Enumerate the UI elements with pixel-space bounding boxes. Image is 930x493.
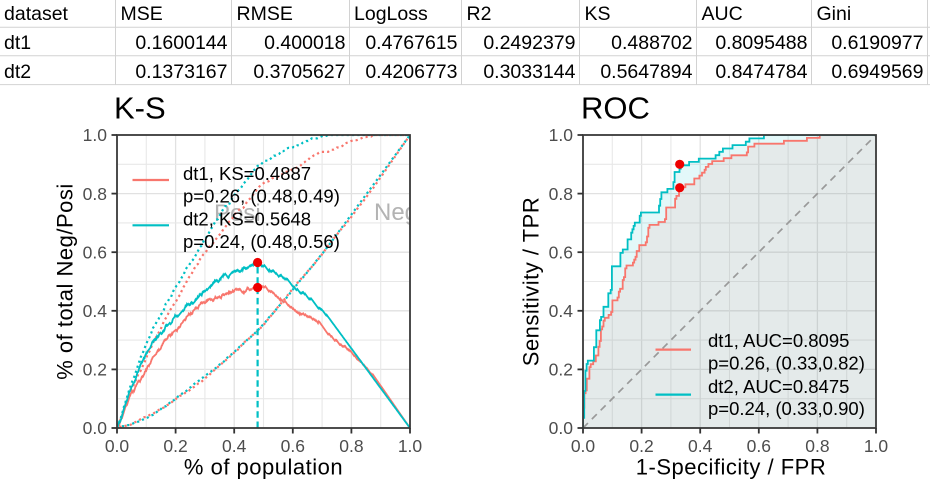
svg-text:1.0: 1.0 [549, 125, 574, 145]
svg-text:AUC: AUC [702, 3, 743, 25]
svg-text:0.4: 0.4 [83, 301, 108, 321]
svg-text:dt2, KS=0.5648: dt2, KS=0.5648 [183, 209, 311, 230]
svg-text:dt2: dt2 [4, 61, 31, 83]
svg-text:0.1373167: 0.1373167 [135, 61, 227, 83]
svg-text:0.8: 0.8 [549, 184, 573, 204]
svg-text:0.6: 0.6 [281, 436, 305, 456]
svg-text:1.0: 1.0 [83, 125, 108, 145]
svg-text:0.8095488: 0.8095488 [715, 32, 807, 54]
svg-text:0.488702: 0.488702 [611, 32, 692, 54]
svg-text:Gini: Gini [817, 3, 852, 25]
svg-text:Posi: Posi [214, 200, 261, 227]
svg-text:0.0: 0.0 [105, 436, 130, 456]
svg-text:0.8: 0.8 [339, 436, 363, 456]
svg-text:dt1, KS=0.4887: dt1, KS=0.4887 [183, 163, 311, 184]
svg-text:0.4: 0.4 [549, 301, 574, 321]
svg-text:0.0: 0.0 [549, 418, 574, 438]
svg-text:0.2: 0.2 [83, 360, 107, 380]
svg-text:dt1, AUC=0.8095: dt1, AUC=0.8095 [708, 330, 849, 351]
svg-text:p=0.24, (0.48,0.56): p=0.24, (0.48,0.56) [183, 231, 340, 252]
svg-text:0.400018: 0.400018 [264, 32, 345, 54]
svg-text:RMSE: RMSE [237, 3, 293, 25]
svg-text:MSE: MSE [121, 3, 163, 25]
svg-text:Neg: Neg [374, 199, 418, 226]
svg-text:p=0.24, (0.33,0.90): p=0.24, (0.33,0.90) [708, 398, 865, 419]
svg-text:1.0: 1.0 [398, 436, 423, 456]
svg-text:0.2: 0.2 [629, 436, 653, 456]
svg-text:0.8: 0.8 [83, 184, 107, 204]
svg-text:0.2: 0.2 [163, 436, 187, 456]
svg-text:0.4: 0.4 [222, 436, 247, 456]
svg-text:Sensitivity / TPR: Sensitivity / TPR [519, 197, 544, 366]
svg-text:0.4: 0.4 [688, 436, 713, 456]
svg-text:R2: R2 [467, 3, 492, 25]
svg-text:1-Specificity / FPR: 1-Specificity / FPR [636, 455, 826, 480]
svg-text:dt2, AUC=0.8475: dt2, AUC=0.8475 [708, 376, 849, 397]
svg-text:dataset: dataset [4, 3, 69, 25]
svg-text:0.0: 0.0 [571, 436, 596, 456]
svg-text:p=0.26, (0.33,0.82): p=0.26, (0.33,0.82) [708, 353, 865, 374]
svg-text:dt1: dt1 [4, 32, 31, 54]
svg-text:1.0: 1.0 [864, 436, 889, 456]
svg-text:% of population: % of population [184, 455, 343, 480]
svg-text:0.6949569: 0.6949569 [831, 61, 923, 83]
svg-text:0.6: 0.6 [549, 242, 573, 262]
svg-text:0.6: 0.6 [83, 242, 107, 262]
svg-text:% of total Neg/Posi: % of total Neg/Posi [53, 183, 78, 380]
svg-text:0.4206773: 0.4206773 [365, 61, 457, 83]
svg-text:0.1600144: 0.1600144 [135, 32, 227, 54]
svg-text:0.3033144: 0.3033144 [483, 61, 575, 83]
svg-text:LogLoss: LogLoss [354, 3, 428, 25]
svg-text:0.0: 0.0 [83, 418, 108, 438]
svg-text:ROC: ROC [581, 90, 650, 125]
svg-text:0.3705627: 0.3705627 [253, 61, 345, 83]
svg-text:0.5647894: 0.5647894 [600, 61, 692, 83]
svg-text:p=0.26, (0.48,0.49): p=0.26, (0.48,0.49) [183, 185, 340, 206]
svg-text:0.6190977: 0.6190977 [831, 32, 923, 54]
svg-text:0.2: 0.2 [549, 360, 573, 380]
svg-text:K-S: K-S [114, 90, 166, 125]
svg-text:0.8474784: 0.8474784 [715, 61, 807, 83]
svg-text:0.2492379: 0.2492379 [483, 32, 575, 54]
svg-text:0.4767615: 0.4767615 [365, 32, 457, 54]
svg-text:0.6: 0.6 [747, 436, 771, 456]
svg-text:0.8: 0.8 [805, 436, 829, 456]
svg-text:KS: KS [585, 3, 611, 25]
